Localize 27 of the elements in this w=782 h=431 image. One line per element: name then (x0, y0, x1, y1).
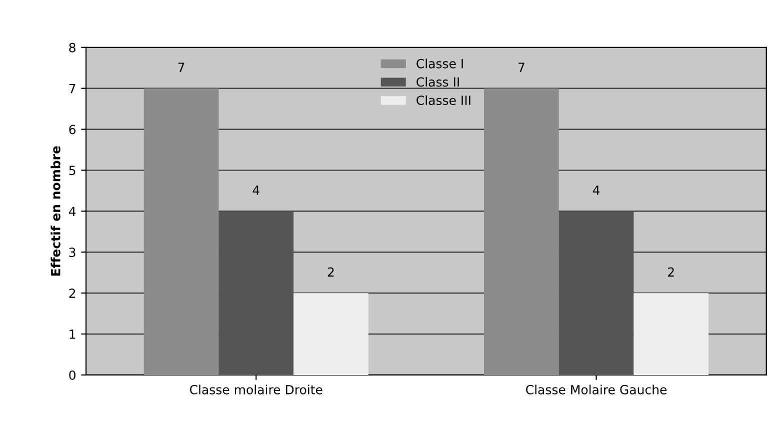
bar (634, 293, 709, 375)
bar (558, 211, 634, 375)
y-tick-label: 5 (69, 166, 76, 176)
data-label: 4 (592, 186, 600, 195)
bar (294, 293, 368, 375)
data-label: 2 (668, 267, 674, 277)
y-tick-label: 8 (69, 42, 76, 52)
bar (484, 88, 559, 375)
y-tick-label: 0 (69, 370, 76, 380)
legend-label: Class II (416, 77, 459, 87)
bar (218, 211, 294, 375)
y-tick-label: 3 (69, 248, 76, 258)
data-label: 7 (518, 62, 524, 72)
y-axis-title: Effectif en nombre (50, 146, 60, 276)
y-tick-label: 7 (69, 84, 76, 94)
y-tick-label: 6 (69, 124, 76, 134)
legend-label: Classe I (416, 58, 463, 68)
x-tick-label: Classe Molaire Gauche (526, 384, 667, 394)
y-tick-label: 4 (68, 206, 76, 216)
x-tick-label: Classe molaire Droite (190, 384, 322, 394)
bar (144, 88, 219, 375)
data-label: 7 (178, 62, 184, 72)
y-tick-label: 1 (70, 330, 76, 339)
data-label: 4 (252, 186, 260, 195)
legend-label: Classe III (416, 95, 470, 106)
data-label: 2 (328, 267, 334, 277)
y-tick-label: 2 (69, 288, 76, 298)
